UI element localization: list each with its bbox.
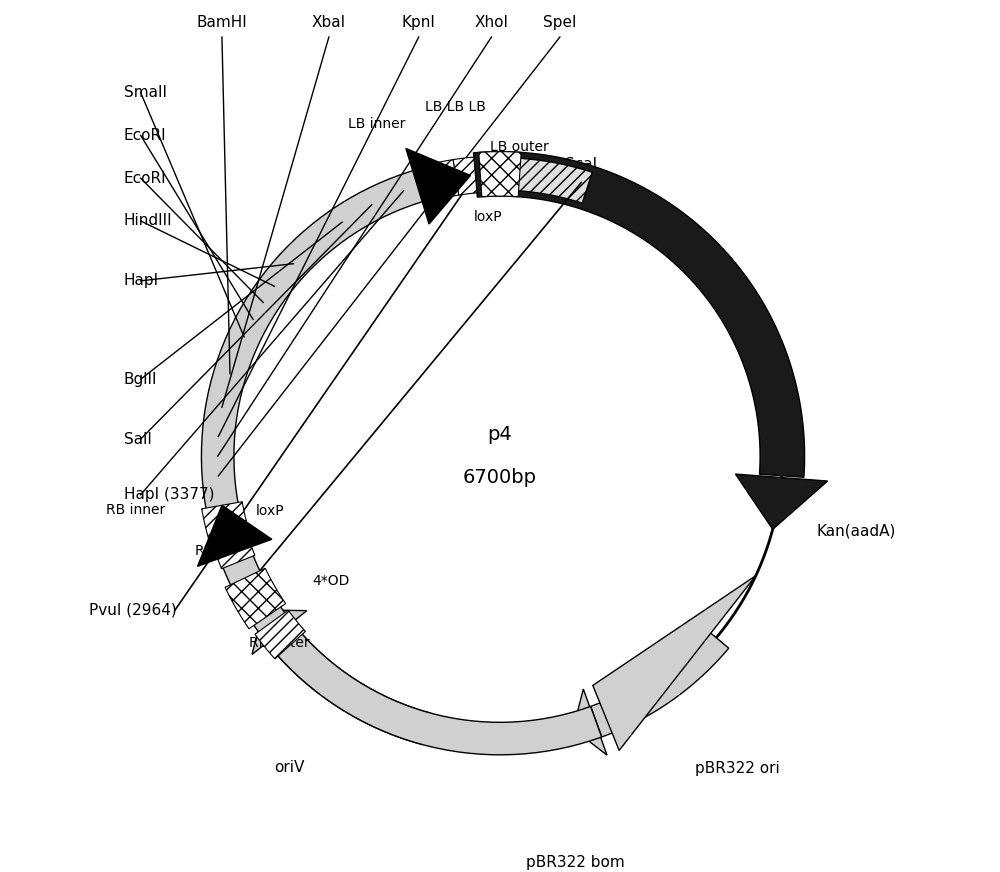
Polygon shape [432,160,459,199]
Polygon shape [573,689,607,755]
Text: RB: RB [195,543,214,557]
Text: SalI: SalI [124,432,151,446]
Text: EcoRI: EcoRI [124,171,166,186]
Text: XhoI: XhoI [474,15,508,31]
Text: LB LB LB: LB LB LB [425,100,486,114]
Text: loxP: loxP [474,210,502,224]
Polygon shape [214,538,255,569]
Text: EcoRI: EcoRI [124,128,166,143]
Polygon shape [735,474,828,529]
Text: BamHI: BamHI [197,15,247,31]
Text: HapI (3377): HapI (3377) [124,487,214,502]
Polygon shape [252,610,307,654]
Polygon shape [406,148,470,224]
Text: LB outer: LB outer [490,140,549,154]
Text: LB inner: LB inner [348,117,405,131]
Polygon shape [202,501,248,540]
Text: SmaII: SmaII [124,85,167,100]
Polygon shape [453,157,477,195]
Polygon shape [473,152,805,477]
Text: HapI: HapI [124,273,159,289]
Text: p4: p4 [488,426,512,445]
Text: loxP: loxP [256,504,284,518]
Polygon shape [268,623,431,745]
Text: HindIII: HindIII [124,214,172,228]
Text: 4*OD: 4*OD [312,574,350,588]
Text: KpnI: KpnI [402,15,436,31]
Text: ScaI: ScaI [565,157,597,172]
Polygon shape [225,569,286,629]
Text: 6700bp: 6700bp [463,468,537,487]
Polygon shape [255,610,305,659]
Polygon shape [479,152,521,197]
Polygon shape [593,576,756,751]
Text: pBR322 bom: pBR322 bom [526,855,624,870]
Polygon shape [500,158,592,203]
Text: Kan(aadA): Kan(aadA) [816,523,896,538]
Text: RB outer: RB outer [249,637,310,651]
Text: SpeI: SpeI [543,15,577,31]
Text: XbaI: XbaI [312,15,346,31]
Text: RB inner: RB inner [106,503,165,517]
Text: pBR322 ori: pBR322 ori [695,760,780,776]
Text: PvuI (2964): PvuI (2964) [89,603,177,617]
Text: BglII: BglII [124,371,157,387]
Text: oriV: oriV [274,760,304,775]
Polygon shape [198,505,272,566]
Polygon shape [201,158,788,755]
Polygon shape [591,627,729,737]
